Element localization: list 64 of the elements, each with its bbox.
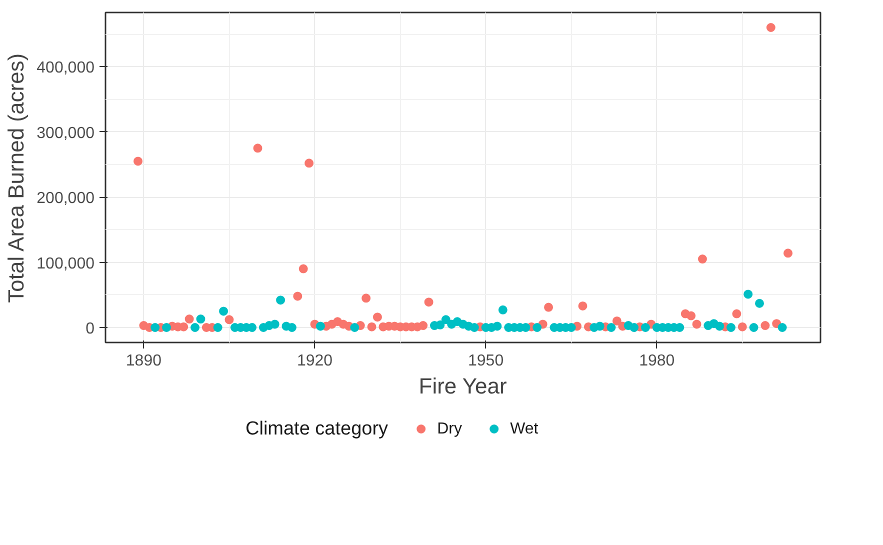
point <box>213 323 222 332</box>
x-axis-title: Fire Year <box>418 374 507 398</box>
point <box>441 315 450 324</box>
y-tick-label: 200,000 <box>36 190 95 208</box>
point <box>749 323 758 332</box>
point <box>150 323 160 332</box>
y-tick-label: 300,000 <box>36 124 95 142</box>
point <box>492 322 502 331</box>
point <box>498 305 508 314</box>
point <box>760 321 770 330</box>
point <box>470 323 479 332</box>
point <box>293 292 302 301</box>
point <box>350 323 360 332</box>
point <box>778 323 787 332</box>
point <box>287 323 296 332</box>
point <box>304 158 314 168</box>
point <box>606 323 616 332</box>
point <box>578 301 588 310</box>
point <box>224 315 234 324</box>
point <box>738 322 747 332</box>
point <box>754 298 764 308</box>
point <box>424 298 434 307</box>
point <box>316 322 325 331</box>
point <box>784 248 792 258</box>
x-tick-label: 1980 <box>639 352 675 370</box>
legend-title: Climate category <box>246 418 389 440</box>
point <box>686 311 696 320</box>
point <box>698 254 707 264</box>
point <box>744 290 753 299</box>
point <box>367 322 376 332</box>
point <box>595 322 604 331</box>
point <box>630 323 639 332</box>
point <box>766 23 776 32</box>
y-tick-label: 100,000 <box>36 255 95 272</box>
point <box>612 316 622 326</box>
point <box>726 323 736 332</box>
x-tick-label: 1890 <box>126 352 162 370</box>
point <box>732 309 742 318</box>
x-tick-label: 1920 <box>296 352 333 370</box>
point <box>544 302 554 312</box>
y-tick-label: 0 <box>86 320 95 338</box>
point <box>715 322 724 331</box>
point <box>276 296 286 305</box>
point <box>362 294 371 303</box>
point <box>184 314 194 324</box>
point <box>436 320 445 330</box>
y-tick-label: 400,000 <box>36 60 95 77</box>
point <box>640 323 650 332</box>
point <box>190 323 200 332</box>
point <box>270 320 280 329</box>
point <box>372 312 382 322</box>
point <box>253 144 262 153</box>
point <box>532 323 542 332</box>
point <box>196 314 206 324</box>
point <box>692 320 702 329</box>
point <box>134 156 142 166</box>
point <box>298 264 308 274</box>
point <box>162 323 172 332</box>
legend-label: Dry <box>437 420 462 438</box>
legend-label: Wet <box>510 420 539 438</box>
point <box>418 321 428 330</box>
point <box>219 306 228 316</box>
y-axis-title: Total Area Burned (acres) <box>4 53 29 303</box>
x-tick-label: 1950 <box>468 352 504 370</box>
